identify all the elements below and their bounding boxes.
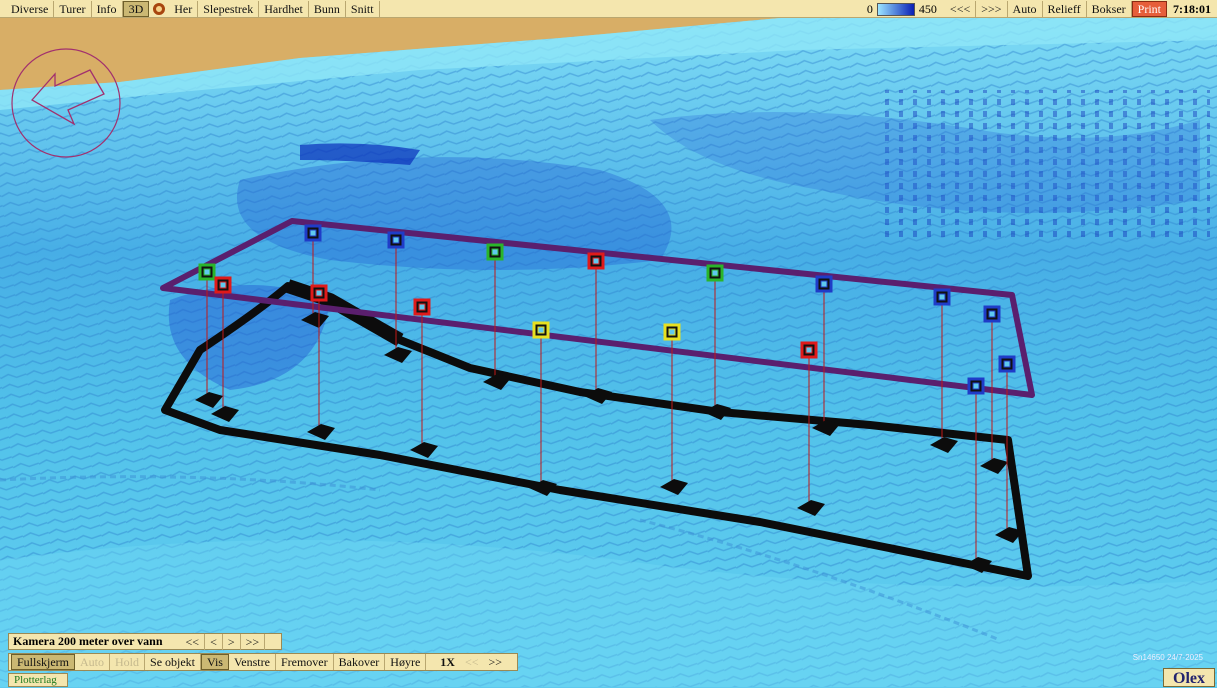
- snitt-button[interactable]: Snitt: [346, 1, 380, 17]
- see-object-button[interactable]: Se objekt: [145, 654, 202, 670]
- plotter-layer-tab[interactable]: Plotterlag: [8, 673, 68, 687]
- mark-green-6[interactable]: [483, 243, 511, 390]
- mark-inner: [219, 281, 227, 289]
- camera-height-label: Kamera 200 meter over vann: [13, 634, 163, 648]
- mark-green-10[interactable]: [703, 264, 731, 420]
- bokser-button[interactable]: Bokser: [1087, 1, 1132, 17]
- mark-red-1[interactable]: [211, 276, 239, 422]
- plotter-layer-label: Plotterlag: [14, 673, 57, 686]
- right-button[interactable]: Høyre: [385, 654, 427, 670]
- seabed-mark: [964, 557, 992, 573]
- camera-fast-forward-button[interactable]: >>: [241, 633, 266, 650]
- mark-inner: [537, 326, 545, 334]
- mark-red-3[interactable]: [307, 284, 335, 440]
- mark-inner: [711, 269, 719, 277]
- mark-blue-2[interactable]: [301, 224, 329, 328]
- hold-button[interactable]: Hold: [110, 654, 146, 670]
- hardhet-button[interactable]: Hardhet: [259, 1, 309, 17]
- slower-button[interactable]: <<: [464, 655, 479, 669]
- turer-button[interactable]: Turer: [54, 1, 92, 17]
- mark-blue-12[interactable]: [812, 275, 840, 436]
- backward-button[interactable]: Bakover: [334, 654, 386, 670]
- mark-inner: [203, 268, 211, 276]
- seabed-mark: [812, 420, 840, 436]
- record-icon[interactable]: [153, 3, 166, 15]
- faster-button[interactable]: >>: [488, 655, 503, 669]
- her-button[interactable]: Her: [169, 1, 199, 17]
- seabed-mark: [307, 424, 335, 440]
- mark-inner: [972, 382, 980, 390]
- deep-pockets: [880, 90, 1210, 240]
- mark-blue-14[interactable]: [980, 305, 1008, 474]
- mark-yellow-9[interactable]: [660, 323, 688, 495]
- mark-inner: [668, 328, 676, 336]
- depth-scale-min: 0: [866, 1, 873, 16]
- speed-label: 1X: [440, 655, 455, 669]
- info-button[interactable]: Info: [92, 1, 123, 17]
- serial-date-label: Sn14650 24/7-2025: [1132, 653, 1203, 662]
- seabed-mark: [584, 388, 612, 404]
- seabed-mark: [930, 437, 958, 453]
- 3d-button[interactable]: 3D: [122, 1, 150, 17]
- seabed-mark: [301, 312, 329, 328]
- seabed-mark: [410, 442, 438, 458]
- mark-blue-4[interactable]: [384, 231, 412, 363]
- view-control-bar: Fullskjerm Auto Hold Se objekt Vis Venst…: [8, 653, 518, 671]
- compass-direction-icon[interactable]: [11, 48, 121, 158]
- left-button[interactable]: Venstre: [229, 654, 276, 670]
- mark-inner: [392, 236, 400, 244]
- seabed-mark: [211, 406, 239, 422]
- scale-up-button[interactable]: >>>: [976, 1, 1008, 17]
- mark-blue-16[interactable]: [964, 377, 992, 573]
- seabed-mark: [529, 480, 557, 496]
- mark-inner: [491, 248, 499, 256]
- depth-scale-max: 450: [918, 1, 937, 16]
- forward-button[interactable]: Fremover: [276, 654, 334, 670]
- mark-yellow-7[interactable]: [529, 321, 557, 496]
- camera-bar: Kamera 200 meter over vann << < > >>: [8, 633, 282, 650]
- mark-blue-13[interactable]: [930, 288, 958, 453]
- scale-down-button[interactable]: <<<: [945, 1, 977, 17]
- bunn-button[interactable]: Bunn: [309, 1, 346, 17]
- seabed-mark: [980, 458, 1008, 474]
- seabed-mark: [995, 527, 1023, 543]
- slepestrek-button[interactable]: Slepestrek: [198, 1, 260, 17]
- mark-inner: [309, 229, 317, 237]
- camera-fast-back-button[interactable]: <<: [181, 633, 206, 650]
- mark-inner: [820, 280, 828, 288]
- relieff-button[interactable]: Relieff: [1043, 1, 1087, 17]
- print-button[interactable]: Print: [1131, 1, 1167, 17]
- mark-inner: [592, 257, 600, 265]
- surface-track: [160, 218, 1035, 398]
- top-toolbar: Diverse Turer Info 3D Her Slepestrek Har…: [0, 0, 1217, 18]
- mark-inner: [315, 289, 323, 297]
- seabed-mark: [660, 479, 688, 495]
- mark-inner: [988, 310, 996, 318]
- mark-green-0[interactable]: [195, 263, 223, 408]
- diverse-button[interactable]: Diverse: [6, 1, 55, 17]
- seabed-mark: [703, 404, 731, 420]
- mark-red-8[interactable]: [584, 252, 612, 404]
- mark-inner: [418, 303, 426, 311]
- clock: 7:18:01: [1173, 1, 1211, 16]
- olex-logo: Olex: [1163, 668, 1215, 687]
- seabed-mark: [195, 392, 223, 408]
- mark-inner: [938, 293, 946, 301]
- mark-red-5[interactable]: [410, 298, 438, 458]
- fullscreen-button[interactable]: Fullskjerm: [11, 654, 76, 670]
- seabed-mark: [797, 500, 825, 516]
- seabed-mark: [483, 374, 511, 390]
- show-button[interactable]: Vis: [201, 654, 229, 670]
- mark-inner: [805, 346, 813, 354]
- mark-inner: [1003, 360, 1011, 368]
- camera-back-button[interactable]: <: [205, 633, 223, 650]
- auto-mode-button[interactable]: Auto: [75, 654, 111, 670]
- seabed-mark: [384, 347, 412, 363]
- mark-blue-15[interactable]: [995, 355, 1023, 543]
- mark-red-11[interactable]: [797, 341, 825, 516]
- camera-forward-button[interactable]: >: [223, 633, 241, 650]
- auto-button[interactable]: Auto: [1008, 1, 1043, 17]
- depth-color-scale[interactable]: [876, 2, 915, 16]
